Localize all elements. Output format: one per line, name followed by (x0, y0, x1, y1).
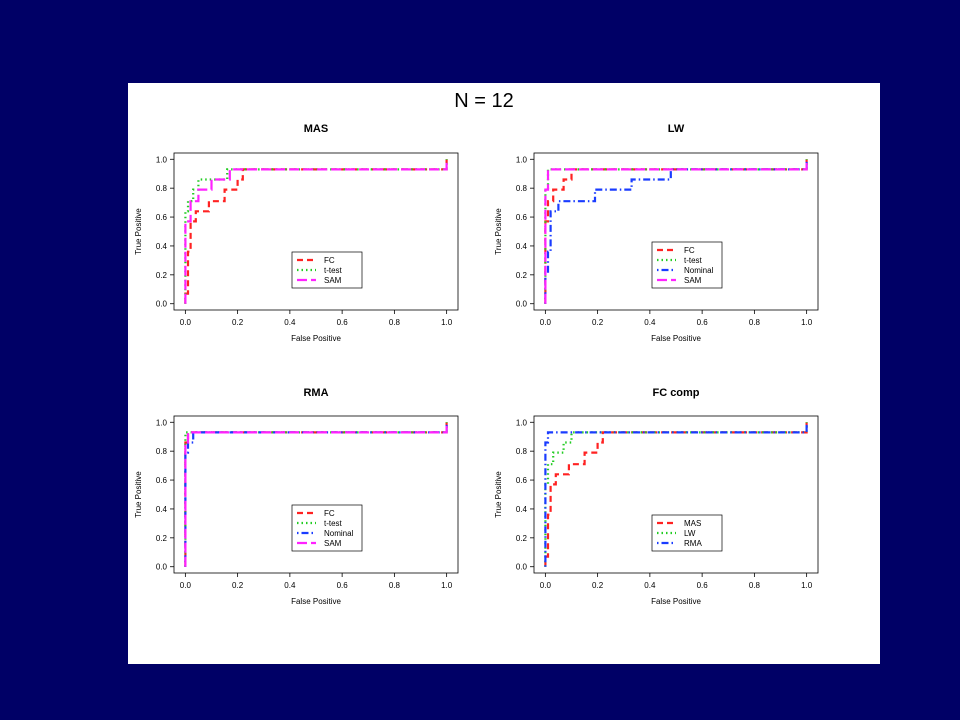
y-tick-label-lw-0: 0.0 (516, 300, 528, 309)
legend-label-lw-fc: FC (684, 246, 695, 255)
x-tick-label-fc-comp-1: 0.2 (592, 581, 604, 590)
x-tick-label-fc-comp-2: 0.4 (644, 581, 656, 590)
y-tick-label-mas-2: 0.4 (156, 242, 168, 251)
legend-label-rma-nominal: Nominal (324, 529, 354, 538)
y-tick-label-lw-4: 0.8 (516, 184, 528, 193)
x-tick-label-mas-3: 0.6 (337, 318, 349, 327)
x-axis-title-rma: False Positive (291, 597, 341, 606)
x-tick-label-lw-1: 0.2 (592, 318, 604, 327)
legend-label-rma-t-test: t-test (324, 519, 343, 528)
plot-frame-lw (533, 152, 819, 311)
y-tick-label-fc-comp-0: 0.0 (516, 563, 528, 572)
plot-fc-comp: FC comp 0.0 0.2 0.4 0.6 0.8 1.0 0.0 0.2 0.4 0.6 0.8… (494, 387, 819, 606)
legend-label-fc-comp-mas: MAS (684, 519, 701, 528)
x-axis-title-fc-comp: False Positive (651, 597, 701, 606)
series-line-fc-comp-lw (544, 422, 808, 567)
y-axis-title-mas: True Positive (134, 208, 143, 255)
plot-lw: LW 0.0 0.2 0.4 0.6 0.8 1.0 0.0 0.2 0.4 0.6 0.8 1.0 Fa… (494, 123, 819, 343)
x-tick-label-mas-2: 0.4 (284, 318, 296, 327)
series-line-mas-fc (184, 159, 448, 304)
x-tick-label-rma-0: 0.0 (180, 581, 192, 590)
legend-label-fc-comp-lw: LW (684, 529, 696, 538)
legend-label-lw-sam: SAM (684, 276, 702, 285)
y-tick-label-mas-0: 0.0 (156, 300, 168, 309)
x-tick-label-fc-comp-0: 0.0 (540, 581, 552, 590)
legend-label-lw-nominal: Nominal (684, 266, 714, 275)
y-tick-label-rma-0: 0.0 (156, 563, 168, 572)
plot-title-lw: LW (668, 123, 685, 135)
y-axis-title-rma: True Positive (134, 471, 143, 518)
plot-frame-mas (173, 152, 459, 311)
series-line-lw-nominal (544, 159, 808, 304)
legend-box-fc-comp (651, 514, 723, 552)
y-tick-label-mas-1: 0.2 (156, 271, 168, 280)
x-axis-title-lw: False Positive (651, 334, 701, 343)
legend-label-fc-comp-rma: RMA (684, 539, 702, 548)
plot-frame-fc-comp (533, 415, 819, 574)
x-tick-label-lw-5: 1.0 (801, 318, 813, 327)
y-tick-label-fc-comp-4: 0.8 (516, 447, 528, 456)
x-tick-label-rma-5: 1.0 (441, 581, 453, 590)
legend-box-mas (291, 251, 363, 289)
x-tick-label-fc-comp-4: 0.8 (749, 581, 761, 590)
series-line-lw-fc (544, 159, 808, 304)
x-tick-label-fc-comp-3: 0.6 (697, 581, 709, 590)
x-tick-label-lw-4: 0.8 (749, 318, 761, 327)
series-line-mas-sam (184, 159, 448, 304)
x-tick-label-mas-0: 0.0 (180, 318, 192, 327)
y-tick-label-mas-5: 1.0 (156, 155, 168, 164)
plot-title-fc-comp: FC comp (652, 387, 699, 399)
x-tick-label-rma-1: 0.2 (232, 581, 244, 590)
plot-title-rma: RMA (303, 387, 328, 399)
plot-title-mas: MAS (304, 123, 328, 135)
x-tick-label-mas-5: 1.0 (441, 318, 453, 327)
series-line-lw-sam (544, 159, 808, 304)
x-tick-label-rma-3: 0.6 (337, 581, 349, 590)
y-axis-title-fc-comp: True Positive (494, 471, 503, 518)
legend-label-mas-fc: FC (324, 256, 335, 265)
x-tick-label-lw-3: 0.6 (697, 318, 709, 327)
y-tick-label-fc-comp-2: 0.4 (516, 505, 528, 514)
y-tick-label-rma-1: 0.2 (156, 534, 168, 543)
y-tick-label-fc-comp-3: 0.6 (516, 476, 528, 485)
series-line-fc-comp-mas (544, 422, 808, 567)
plot-rma: RMA 0.0 0.2 0.4 0.6 0.8 1.0 0.0 0.2 0.4 0.6 0.8 1.0 F… (134, 387, 459, 606)
y-tick-label-lw-5: 1.0 (516, 155, 528, 164)
y-axis-title-lw: True Positive (494, 208, 503, 255)
legend-label-mas-sam: SAM (324, 276, 342, 285)
y-tick-label-rma-2: 0.4 (156, 505, 168, 514)
y-tick-label-lw-2: 0.4 (516, 242, 528, 251)
y-tick-label-fc-comp-1: 0.2 (516, 534, 528, 543)
legend-label-rma-sam: SAM (324, 539, 342, 548)
roc-figure: N = 12 MAS 0.0 0.2 0.4 0.6 0.8 1.0 0.0 0.2 0.4 0.6… (134, 90, 819, 606)
figure-panel: N = 12 MAS 0.0 0.2 0.4 0.6 0.8 1.0 0.0 0.2 0.4 0.6… (128, 83, 880, 664)
y-tick-label-mas-4: 0.8 (156, 184, 168, 193)
y-tick-label-rma-5: 1.0 (156, 418, 168, 427)
x-tick-label-lw-2: 0.4 (644, 318, 656, 327)
x-tick-label-lw-0: 0.0 (540, 318, 552, 327)
x-tick-label-fc-comp-5: 1.0 (801, 581, 813, 590)
y-tick-label-rma-3: 0.6 (156, 476, 168, 485)
series-line-fc-comp-rma (544, 422, 808, 567)
x-tick-label-mas-1: 0.2 (232, 318, 244, 327)
y-tick-label-fc-comp-5: 1.0 (516, 418, 528, 427)
y-tick-label-lw-3: 0.6 (516, 213, 528, 222)
plot-mas: MAS 0.0 0.2 0.4 0.6 0.8 1.0 0.0 0.2 0.4 0.6 0.8 1.0 F… (134, 123, 459, 343)
legend-label-mas-t-test: t-test (324, 266, 343, 275)
legend-label-lw-t-test: t-test (684, 256, 703, 265)
legend-label-rma-fc: FC (324, 509, 335, 518)
plot-frame-rma (173, 415, 459, 574)
y-tick-label-lw-1: 0.2 (516, 271, 528, 280)
x-axis-title-mas: False Positive (291, 334, 341, 343)
series-line-rma-sam (184, 422, 448, 567)
x-tick-label-mas-4: 0.8 (389, 318, 401, 327)
x-tick-label-rma-2: 0.4 (284, 581, 296, 590)
x-tick-label-rma-4: 0.8 (389, 581, 401, 590)
y-tick-label-rma-4: 0.8 (156, 447, 168, 456)
y-tick-label-mas-3: 0.6 (156, 213, 168, 222)
figure-title: N = 12 (454, 90, 513, 112)
